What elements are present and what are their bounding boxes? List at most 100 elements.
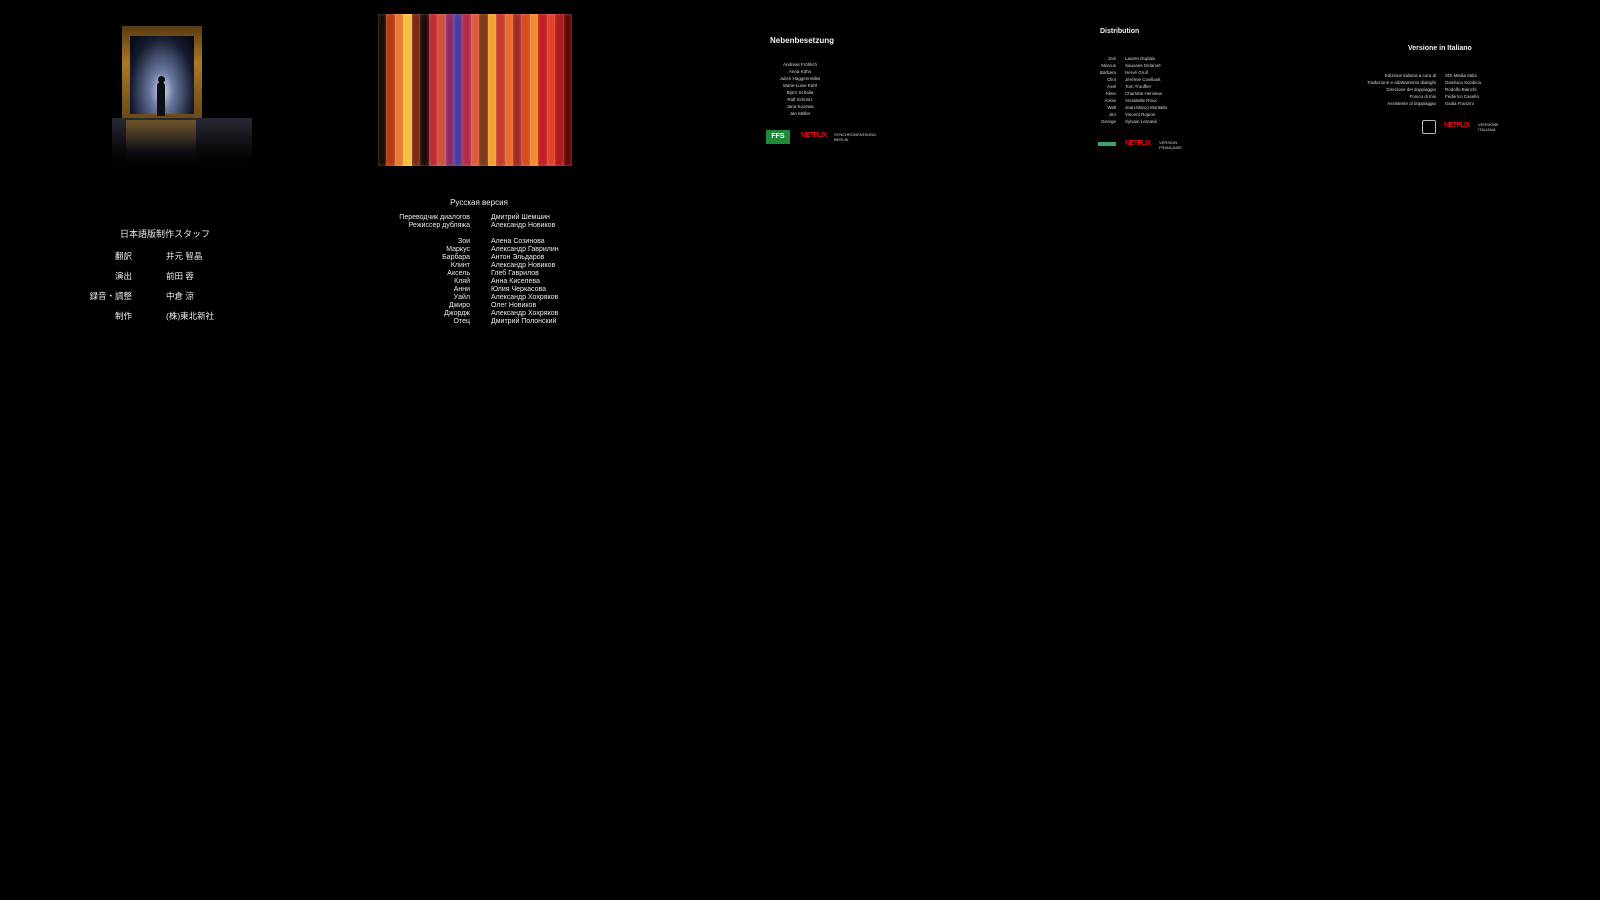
color-stripe (445, 14, 454, 166)
de-name: Jan Müller (789, 111, 811, 116)
ffs-logo: FFS (766, 130, 790, 144)
it-role: Fonico di mix (1409, 94, 1436, 99)
it-role: Traduzione e adattamento dialoghi (1366, 80, 1436, 85)
color-stripe (555, 14, 564, 166)
color-stripe (538, 14, 547, 166)
fr-role: Klein (1105, 91, 1116, 96)
it-name: Rodolfo Bianchi (1445, 87, 1477, 92)
de-name: Andreas Fröhlich (782, 62, 818, 67)
de-name: Marie-Luise Kühl (783, 83, 817, 88)
ru-role: Джиро (448, 302, 470, 309)
color-stripe (521, 14, 530, 166)
it-name: Federico Casella (1445, 94, 1479, 99)
color-stripe (563, 14, 573, 166)
standing-figure (157, 82, 165, 116)
ru-name: Александр Хохряков (491, 294, 559, 301)
color-stripe (411, 14, 421, 166)
jp-name: (株)東北新社 (166, 311, 215, 321)
ru-name: Дмитрий Шемшин (491, 214, 550, 221)
jp-role: 演出 (114, 271, 132, 281)
ru-name: Алена Созинова (491, 238, 545, 245)
color-stripe (479, 14, 488, 166)
color-stripe (437, 14, 446, 166)
russian-credits-title: Русская версия (450, 198, 508, 207)
french-version-logo: VERSION FRANÇAISE (1159, 140, 1182, 150)
ru-role: Кляй (454, 278, 470, 285)
color-stripe (529, 14, 539, 166)
color-stripe (496, 14, 505, 166)
color-stripes-image (378, 14, 573, 166)
jp-name: 前田 蓉 (166, 271, 194, 281)
fr-name: Sauvane Delanoë (1125, 63, 1161, 68)
ru-role: Зои (457, 238, 470, 245)
it-name: Giulia Franzini (1445, 101, 1474, 106)
french-credits-title: Distribution (1100, 28, 1140, 35)
italian-credits-title: Versione in Italiano (1408, 45, 1472, 52)
color-stripe (513, 14, 522, 166)
it-role: Direzione del doppiaggio (1386, 87, 1436, 92)
ru-role: Барбара (442, 254, 470, 261)
fr-role: Wall (1107, 105, 1116, 110)
film-still-hallway (112, 14, 252, 166)
ru-name: Глеб Гаврилов (491, 270, 539, 277)
ru-name: Александр Хохряков (491, 310, 559, 317)
color-stripe (428, 14, 438, 166)
netflix-logo: NETFLIX (801, 132, 827, 139)
de-name: Jana Kozewa (786, 104, 814, 109)
fr-name: Jérémie Covillault (1125, 77, 1161, 82)
ru-role: Режиссер дубляжа (408, 222, 470, 229)
ru-name: Дмитрий Полонский (491, 318, 557, 325)
french-small-logo (1098, 142, 1116, 146)
ru-name: Александр Гаврилин (491, 246, 559, 253)
ru-name: Олег Новиков (491, 302, 537, 309)
ru-role: Маркус (446, 246, 470, 253)
color-stripe (504, 14, 513, 166)
fr-role: Jiro (1108, 112, 1116, 117)
color-stripe (453, 14, 463, 166)
fr-name: Lauren Duplaix (1125, 56, 1156, 61)
netflix-logo-it: NETFLIX (1444, 122, 1470, 129)
german-credits-title: Nebenbesetzung (770, 36, 835, 45)
it-name: SDI Media Italia (1445, 73, 1477, 78)
color-stripe (546, 14, 556, 166)
ru-role: Уайл (453, 294, 470, 301)
door-reflection (126, 120, 196, 164)
fr-role: Clint (1106, 77, 1116, 82)
jp-role: 録音・調整 (89, 291, 132, 301)
ru-role: Джордж (444, 310, 470, 317)
jp-name: 中倉 涼 (166, 291, 194, 301)
figure-head (158, 76, 165, 83)
it-name: Gianluca Sciabica (1445, 80, 1482, 85)
color-stripe (386, 14, 395, 166)
color-stripe (470, 14, 480, 166)
german-sync-logo: SYNCHRONFASSUNG BERLIN (834, 132, 877, 142)
fr-name: Jean-Marco Montalto (1125, 105, 1168, 110)
fr-name: Hervé Grull (1125, 70, 1148, 75)
fr-role: Annie (1104, 98, 1116, 103)
ru-role: Клинт (450, 262, 470, 269)
fr-name: Annabelle Roux (1125, 98, 1157, 103)
ru-name: Александр Новиков (491, 222, 556, 229)
de-name: Julien Haggenmüller (779, 76, 821, 81)
color-stripe (394, 14, 404, 166)
it-role: Assistente al doppiaggio (1387, 101, 1436, 106)
color-stripe (403, 14, 412, 166)
ru-name: Антон Эльдаров (491, 254, 545, 261)
color-stripe (378, 14, 387, 166)
japanese-credits-title: 日本語版制作スタッフ (120, 229, 211, 239)
fr-name: Charlotte Hervieux (1125, 91, 1163, 96)
ru-name: Юлия Черкасова (491, 286, 547, 293)
fr-role: Zoé (1108, 56, 1116, 61)
de-name: Björn Schalla (786, 90, 814, 95)
de-name: Anna Kühn (788, 69, 812, 74)
color-stripe (462, 14, 471, 166)
color-stripe (487, 14, 497, 166)
netflix-logo-fr: NETFLIX (1125, 140, 1151, 147)
ru-name: Александр Новиков (491, 262, 556, 269)
fr-role: George (1100, 119, 1116, 124)
fr-name: Vincent Ropion (1125, 112, 1156, 117)
it-role: Edizione italiana a cura di (1384, 73, 1436, 78)
ru-role: Переводчик диалогов (399, 214, 470, 221)
fr-role: Marcus (1101, 63, 1116, 68)
fr-role: Barbara (1099, 70, 1116, 75)
